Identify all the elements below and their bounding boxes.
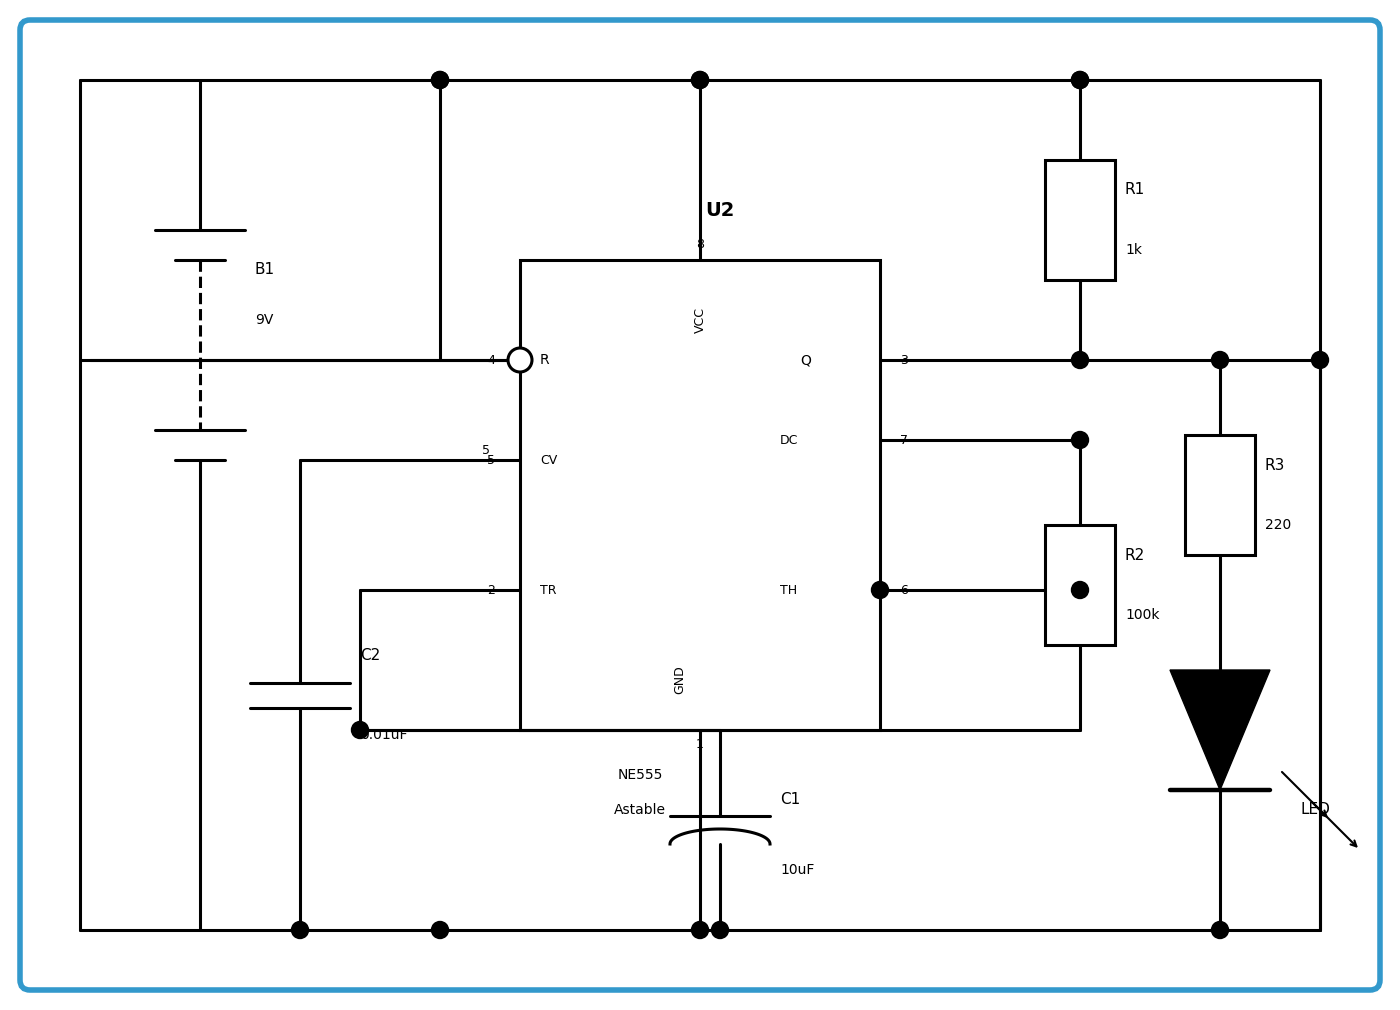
Circle shape	[1071, 72, 1089, 89]
Text: 1k: 1k	[1126, 243, 1142, 257]
Circle shape	[351, 721, 368, 738]
Circle shape	[431, 72, 448, 89]
FancyBboxPatch shape	[20, 20, 1380, 990]
Polygon shape	[1170, 670, 1270, 790]
Circle shape	[1071, 582, 1089, 599]
Circle shape	[1071, 431, 1089, 448]
Bar	[1044, 525, 1114, 645]
Text: 9V: 9V	[255, 313, 273, 327]
Text: DC: DC	[780, 433, 798, 446]
Text: 100k: 100k	[1126, 608, 1159, 622]
Text: 6: 6	[900, 584, 907, 597]
Text: NE555: NE555	[617, 768, 662, 782]
Bar	[519, 260, 881, 730]
Text: C1: C1	[780, 793, 801, 808]
Text: LED: LED	[1301, 803, 1330, 817]
Text: 1: 1	[696, 738, 704, 751]
Text: 5: 5	[482, 443, 490, 457]
Text: R2: R2	[1126, 547, 1145, 563]
Text: R3: R3	[1266, 458, 1285, 473]
Text: C2: C2	[360, 647, 381, 663]
Text: 10uF: 10uF	[780, 863, 815, 877]
Circle shape	[692, 921, 708, 938]
Text: B1: B1	[255, 263, 276, 278]
Circle shape	[1211, 351, 1229, 369]
Text: U2: U2	[706, 201, 735, 219]
Circle shape	[1071, 72, 1089, 89]
Bar	[1184, 435, 1254, 556]
Circle shape	[692, 72, 708, 89]
Circle shape	[431, 921, 448, 938]
Circle shape	[692, 72, 708, 89]
Text: 7: 7	[900, 433, 909, 446]
Text: R: R	[540, 354, 550, 367]
Bar	[1044, 160, 1114, 280]
Text: 220: 220	[1266, 518, 1291, 532]
Circle shape	[1211, 921, 1229, 938]
Text: 2: 2	[487, 584, 496, 597]
Circle shape	[291, 921, 308, 938]
Text: 4: 4	[487, 354, 496, 367]
Text: Q: Q	[799, 354, 811, 367]
Circle shape	[1071, 351, 1089, 369]
Text: 8: 8	[696, 238, 704, 251]
Circle shape	[431, 72, 448, 89]
Circle shape	[711, 921, 728, 938]
Text: 3: 3	[900, 354, 907, 367]
Text: GND: GND	[673, 666, 686, 695]
Text: CV: CV	[540, 453, 557, 467]
Text: TH: TH	[780, 584, 797, 597]
Circle shape	[508, 348, 532, 372]
Text: 5: 5	[487, 453, 496, 467]
Text: R1: R1	[1126, 183, 1145, 198]
Text: Astable: Astable	[615, 803, 666, 817]
Text: 0.01uF: 0.01uF	[360, 728, 407, 742]
Circle shape	[871, 582, 889, 599]
Text: VCC: VCC	[693, 307, 707, 333]
Circle shape	[1312, 351, 1329, 369]
Text: TR: TR	[540, 584, 557, 597]
